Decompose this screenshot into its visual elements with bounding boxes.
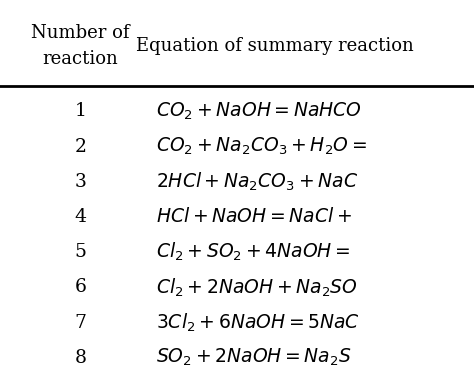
Text: $\mathit{Cl_2 + SO_2 + 4NaOH =}$: $\mathit{Cl_2 + SO_2 + 4NaOH =}$ [156, 241, 351, 264]
Text: $\mathit{2HCl + Na_2CO_3 + NaC}$: $\mathit{2HCl + Na_2CO_3 + NaC}$ [156, 171, 358, 193]
Text: 8: 8 [74, 349, 87, 367]
Text: 7: 7 [74, 314, 87, 332]
Text: 5: 5 [74, 243, 87, 261]
Text: 4: 4 [74, 208, 87, 226]
Text: 6: 6 [74, 278, 87, 296]
Text: $\mathit{3Cl_2 + 6NaOH = 5NaC}$: $\mathit{3Cl_2 + 6NaOH = 5NaC}$ [156, 311, 360, 334]
Text: reaction: reaction [43, 51, 118, 68]
Text: 3: 3 [74, 173, 87, 191]
Text: Equation of summary reaction: Equation of summary reaction [136, 37, 414, 55]
Text: $\mathit{CO_2 + Na_2CO_3 + H_2O =}$: $\mathit{CO_2 + Na_2CO_3 + H_2O =}$ [156, 136, 367, 157]
Text: Number of: Number of [31, 24, 130, 41]
Text: $\mathit{HCl + NaOH = NaCl +}$: $\mathit{HCl + NaOH = NaCl +}$ [156, 208, 353, 226]
Text: $\mathit{Cl_2 + 2NaOH + Na_2SO}$: $\mathit{Cl_2 + 2NaOH + Na_2SO}$ [156, 276, 358, 298]
Text: 1: 1 [74, 102, 87, 120]
Text: $\mathit{SO_2 + 2NaOH = Na_2S}$: $\mathit{SO_2 + 2NaOH = Na_2S}$ [156, 347, 352, 368]
Text: $\mathit{CO_2 + NaOH = NaHCO}$: $\mathit{CO_2 + NaOH = NaHCO}$ [156, 101, 362, 122]
Text: 2: 2 [74, 137, 87, 155]
